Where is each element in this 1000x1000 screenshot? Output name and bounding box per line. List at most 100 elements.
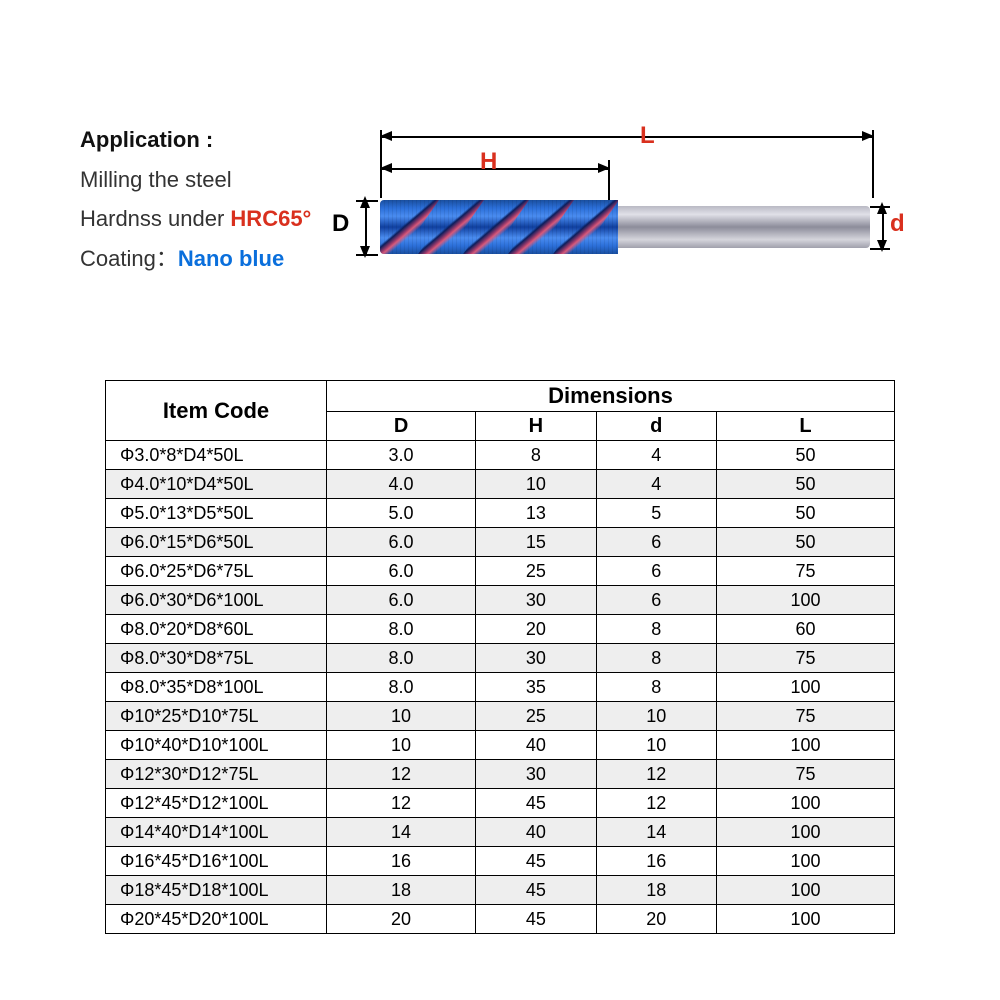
cell-dim: 40 (476, 731, 596, 760)
cell-dim: 14 (596, 818, 716, 847)
table-row: Φ8.0*20*D8*60L8.020860 (106, 615, 895, 644)
cell-dim: 5 (596, 499, 716, 528)
cell-item-code: Φ16*45*D16*100L (106, 847, 327, 876)
dim-label-H: H (480, 148, 497, 176)
cell-dim: 20 (327, 905, 476, 934)
cell-dim: 35 (476, 673, 596, 702)
table-head: Item Code Dimensions D H d L (106, 381, 895, 441)
table-row: Φ4.0*10*D4*50L4.010450 (106, 470, 895, 499)
cell-dim: 12 (596, 789, 716, 818)
cell-dim: 4 (596, 441, 716, 470)
arrow-icon (877, 202, 887, 214)
dimensions-table: Item Code Dimensions D H d L Φ3.0*8*D4*5… (105, 380, 895, 934)
cell-item-code: Φ20*45*D20*100L (106, 905, 327, 934)
cell-dim: 25 (476, 557, 596, 586)
cell-dim: 30 (476, 760, 596, 789)
cell-dim: 6.0 (327, 586, 476, 615)
table-row: Φ6.0*15*D6*50L6.015650 (106, 528, 895, 557)
cell-dim: 13 (476, 499, 596, 528)
cell-item-code: Φ12*45*D12*100L (106, 789, 327, 818)
cell-dim: 16 (327, 847, 476, 876)
cell-dim: 15 (476, 528, 596, 557)
cell-item-code: Φ12*30*D12*75L (106, 760, 327, 789)
cell-dim: 10 (327, 731, 476, 760)
arrow-icon (380, 163, 392, 173)
endmill-illustration (380, 200, 870, 254)
cell-item-code: Φ6.0*30*D6*100L (106, 586, 327, 615)
col-header-L: L (716, 412, 894, 441)
cell-dim: 14 (327, 818, 476, 847)
hardness-value: HRC65° (230, 206, 311, 231)
dimensions-table-wrap: Item Code Dimensions D H d L Φ3.0*8*D4*5… (105, 380, 895, 934)
cell-dim: 4.0 (327, 470, 476, 499)
cell-dim: 10 (596, 731, 716, 760)
cell-dim: 6.0 (327, 528, 476, 557)
shank-icon (618, 206, 870, 248)
cell-item-code: Φ3.0*8*D4*50L (106, 441, 327, 470)
coating-label: Coating： (80, 246, 178, 271)
top-section: Application : Milling the steel Hardnss … (80, 120, 920, 300)
cell-dim: 50 (716, 441, 894, 470)
dimension-diagram: L H D d (360, 130, 880, 300)
table-row: Φ10*25*D10*75L10251075 (106, 702, 895, 731)
table-row: Φ12*30*D12*75L12301275 (106, 760, 895, 789)
cell-dim: 8.0 (327, 673, 476, 702)
table-row: Φ16*45*D16*100L164516100 (106, 847, 895, 876)
cell-dim: 6 (596, 557, 716, 586)
cell-dim: 45 (476, 847, 596, 876)
table-row: Φ3.0*8*D4*50L3.08450 (106, 441, 895, 470)
cell-dim: 8 (596, 673, 716, 702)
cell-dim: 75 (716, 702, 894, 731)
table-body: Φ3.0*8*D4*50L3.08450Φ4.0*10*D4*50L4.0104… (106, 441, 895, 934)
table-row: Φ12*45*D12*100L124512100 (106, 789, 895, 818)
cell-dim: 100 (716, 789, 894, 818)
cell-dim: 4 (596, 470, 716, 499)
cell-item-code: Φ4.0*10*D4*50L (106, 470, 327, 499)
cell-dim: 16 (596, 847, 716, 876)
cell-dim: 30 (476, 644, 596, 673)
cell-dim: 18 (596, 876, 716, 905)
cell-dim: 50 (716, 499, 894, 528)
cell-dim: 10 (596, 702, 716, 731)
table-row: Φ14*40*D14*100L144014100 (106, 818, 895, 847)
cell-dim: 12 (327, 789, 476, 818)
table-row: Φ6.0*30*D6*100L6.0306100 (106, 586, 895, 615)
col-header-item-code: Item Code (106, 381, 327, 441)
cell-dim: 75 (716, 644, 894, 673)
table-row: Φ20*45*D20*100L204520100 (106, 905, 895, 934)
cell-dim: 18 (327, 876, 476, 905)
cell-dim: 25 (476, 702, 596, 731)
cell-dim: 100 (716, 905, 894, 934)
dim-label-D: D (332, 210, 349, 238)
table-row: Φ8.0*30*D8*75L8.030875 (106, 644, 895, 673)
table-row: Φ18*45*D18*100L184518100 (106, 876, 895, 905)
cell-dim: 45 (476, 789, 596, 818)
cell-dim: 100 (716, 673, 894, 702)
dim-tick (608, 160, 610, 200)
cell-dim: 100 (716, 876, 894, 905)
cell-dim: 50 (716, 528, 894, 557)
cell-dim: 8.0 (327, 644, 476, 673)
cell-dim: 100 (716, 731, 894, 760)
cell-dim: 75 (716, 557, 894, 586)
cell-dim: 100 (716, 586, 894, 615)
cell-item-code: Φ8.0*20*D8*60L (106, 615, 327, 644)
dim-tick (870, 248, 890, 250)
cell-dim: 6 (596, 586, 716, 615)
cell-item-code: Φ8.0*30*D8*75L (106, 644, 327, 673)
cell-item-code: Φ14*40*D14*100L (106, 818, 327, 847)
cell-dim: 60 (716, 615, 894, 644)
dim-line-L (382, 136, 872, 138)
dim-tick (870, 206, 890, 208)
cell-dim: 100 (716, 818, 894, 847)
cell-dim: 12 (596, 760, 716, 789)
application-label: Application : (80, 127, 213, 152)
table-row: Φ6.0*25*D6*75L6.025675 (106, 557, 895, 586)
cell-dim: 30 (476, 586, 596, 615)
dim-tick (872, 130, 874, 198)
col-header-H: H (476, 412, 596, 441)
hardness-prefix: Hardnss under (80, 206, 230, 231)
arrow-icon (360, 246, 370, 258)
cell-dim: 10 (476, 470, 596, 499)
cell-dim: 3.0 (327, 441, 476, 470)
